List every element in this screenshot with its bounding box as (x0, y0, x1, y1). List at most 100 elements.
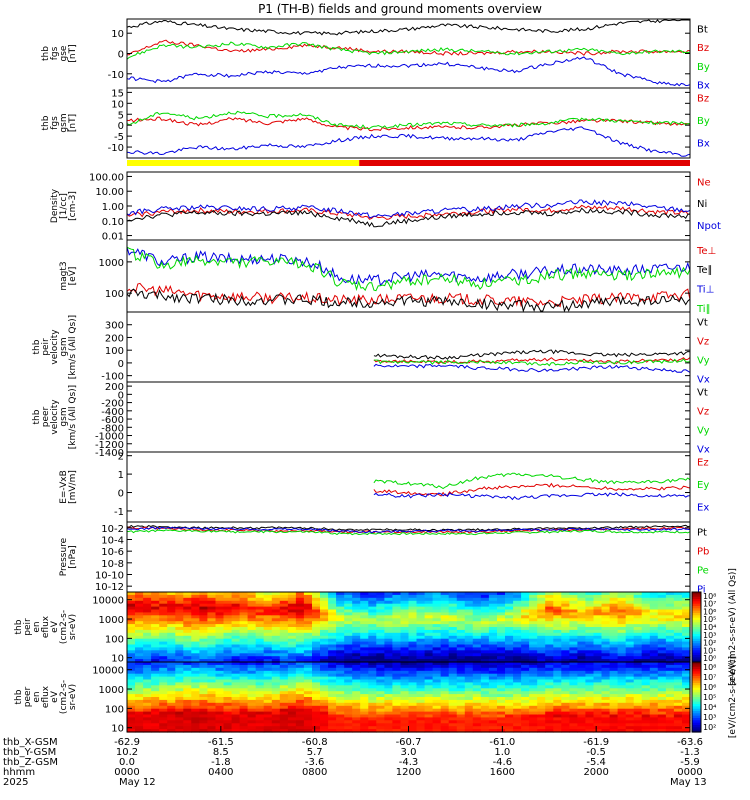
heatmap-cell (569, 694, 578, 698)
heatmap-cell (657, 659, 667, 663)
heatmap-cell (585, 705, 594, 710)
heatmap-cell (456, 606, 466, 611)
heatmap-cell (191, 702, 200, 707)
heatmap-cell (231, 656, 241, 660)
heatmap-cell (545, 644, 554, 648)
heatmap-cell (488, 673, 498, 678)
heatmap-cell (424, 621, 434, 625)
heatmap-cell (505, 705, 514, 710)
heatmap-cell (376, 606, 385, 611)
colorbar-cell (692, 715, 701, 719)
heatmap-cell (151, 641, 160, 646)
heatmap-cell (127, 664, 136, 669)
heatmap-cell (633, 638, 643, 643)
heatmap-cell (625, 635, 635, 640)
heatmap-cell (376, 629, 385, 634)
heatmap-cell (207, 679, 216, 683)
heatmap-cell (601, 667, 611, 672)
heatmap-cell (287, 694, 297, 698)
heatmap-cell (513, 609, 522, 613)
heatmap-cell (649, 618, 659, 622)
heatmap-cell (336, 650, 345, 654)
heatmap-cell (665, 682, 675, 686)
heatmap-cell (408, 609, 418, 613)
colorbar-cell (692, 650, 701, 654)
heatmap-cell (368, 670, 377, 675)
heatmap-cell (641, 647, 651, 651)
heatmap-cell (521, 723, 530, 727)
heatmap-cell (360, 717, 369, 721)
heatmap-cell (416, 641, 426, 646)
heatmap-cell (513, 667, 522, 672)
heatmap-cell (464, 627, 474, 631)
heatmap-cell (553, 615, 562, 619)
heatmap-cell (625, 673, 635, 678)
heatmap-cell (497, 606, 506, 611)
heatmap-cell (649, 702, 659, 707)
heatmap-cell (545, 609, 554, 613)
y-tick-label-efield: 2 (118, 452, 124, 463)
heatmap-cell (641, 699, 651, 704)
heatmap-cell (135, 656, 144, 660)
heatmap-cell (569, 720, 578, 724)
heatmap-cell (577, 694, 586, 698)
heatmap-cell (464, 615, 474, 619)
heatmap-cell (167, 627, 176, 631)
heatmap-cell (376, 621, 385, 625)
heatmap-cell (521, 691, 530, 695)
heatmap-cell (641, 662, 651, 666)
colorbar-tick-label-peer_spec: 10³ (703, 713, 716, 722)
heatmap-cell (408, 694, 418, 698)
heatmap-cell (448, 664, 458, 669)
heatmap-cell (432, 688, 442, 692)
heatmap-cell (665, 612, 675, 616)
heatmap-cell (609, 629, 619, 634)
heatmap-cell (183, 702, 192, 707)
heatmap-cell (432, 726, 442, 730)
heatmap-cell (432, 609, 442, 613)
heatmap-cell (143, 664, 152, 669)
heatmap-cell (649, 650, 659, 654)
heatmap-cell (497, 638, 506, 643)
heatmap-cell (561, 673, 570, 678)
heatmap-cell (464, 600, 474, 605)
y-axis-label-peir_spec: sr-eV) (68, 614, 78, 640)
heatmap-cell (537, 670, 546, 675)
heatmap-cell (392, 726, 401, 730)
heatmap-cell (384, 638, 393, 643)
heatmap-cell (561, 708, 570, 713)
heatmap-cell (352, 697, 361, 701)
heatmap-cell (488, 664, 498, 669)
heatmap-cell (513, 682, 522, 686)
heatmap-cell (135, 685, 144, 689)
heatmap-cell (545, 699, 554, 704)
heatmap-cell (239, 729, 249, 733)
heatmap-cell (529, 697, 538, 701)
heatmap-cell (472, 664, 482, 669)
heatmap-cell (255, 717, 265, 721)
heatmap-cell (617, 702, 627, 707)
heatmap-cell (352, 650, 361, 654)
heatmap-cell (312, 594, 321, 599)
heatmap-cell (263, 621, 273, 625)
heatmap-cell (127, 688, 136, 692)
time-axis-value: 0800 (302, 767, 327, 778)
heatmap-cell (263, 597, 273, 602)
heatmap-cell (521, 685, 530, 689)
heatmap-cell (480, 653, 490, 657)
heatmap-cell (255, 600, 265, 605)
heatmap-cell (625, 609, 635, 613)
heatmap-cell (593, 702, 603, 707)
heatmap-cell (352, 600, 361, 605)
heatmap-cell (448, 650, 458, 654)
heatmap-cell (312, 621, 321, 625)
heatmap-cell (312, 647, 321, 651)
heatmap-cell (312, 729, 321, 733)
heatmap-cell (424, 679, 434, 683)
heatmap-cell (513, 612, 522, 616)
heatmap-cell (279, 664, 289, 669)
heatmap-cell (456, 717, 466, 721)
heatmap-cell (505, 697, 514, 701)
heatmap-cell (456, 729, 466, 733)
heatmap-cell (633, 714, 643, 718)
